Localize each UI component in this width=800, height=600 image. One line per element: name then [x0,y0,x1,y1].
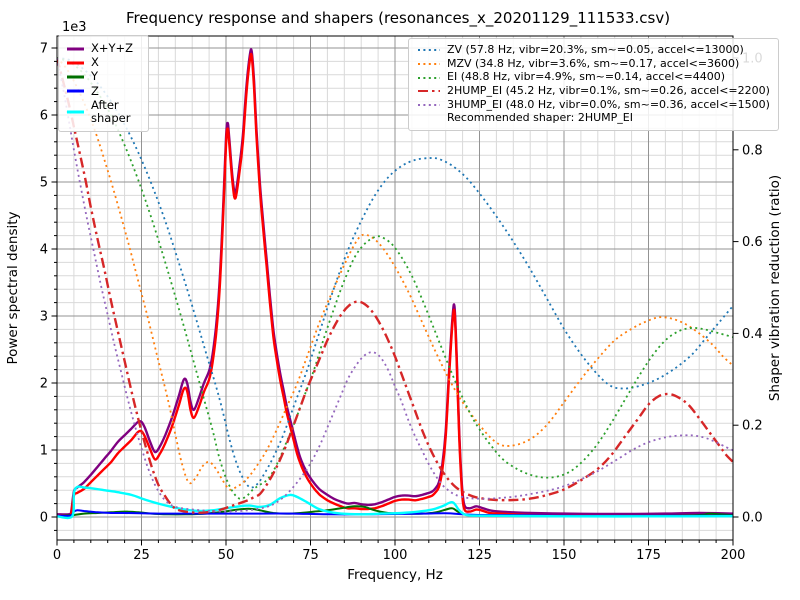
series-EI [57,57,733,500]
x-tick-label: 175 [636,548,661,563]
legend-line-sample [67,47,84,51]
legend-line-sample [418,62,440,65]
x-tick-label: 150 [552,548,577,563]
series-ZV [57,57,733,489]
legend-item: 3HUMP_EI (48.0 Hz, vibr=0.0%, sm~=0.36, … [417,97,770,112]
legend-item: X [66,55,141,70]
legend-item: MZV (34.8 Hz, vibr=3.6%, sm~=0.17, accel… [417,56,770,71]
legend-item: Recommended shaper: 2HUMP_EI [417,112,770,125]
legend-label: EI (48.8 Hz, vibr=4.9%, sm~=0.14, accel<… [447,70,725,84]
y-left-tick-label: 1 [40,444,48,459]
legend-line-sample [418,90,440,93]
y-left-axis-label: Power spectral density [5,211,21,364]
series-3HUMP_EI [57,57,733,513]
x-tick-label: 125 [467,548,492,563]
x-axis-label: Frequency, Hz [347,567,443,583]
legend-label: 3HUMP_EI (48.0 Hz, vibr=0.0%, sm~=0.36, … [447,97,770,111]
y-left-tick-label: 7 [40,42,48,57]
x-tick-label: 0 [53,548,61,563]
legend-measured-series: X+Y+Z X Y Z After shaper [58,35,149,133]
legend-label: MZV (34.8 Hz, vibr=3.6%, sm~=0.17, accel… [447,56,740,70]
x-tick-label: 200 [721,548,746,563]
y-right-tick-label: 0.6 [742,235,763,250]
y-right-tick-label: 0.8 [742,143,763,158]
y-left-tick-label: 5 [40,176,48,191]
y-right-tick-label: 0.4 [742,327,763,342]
legend-line-sample [418,103,440,106]
y-right-tick-label: 0.2 [742,419,763,434]
legend-item: Y [66,70,141,83]
y-left-tick-label: 3 [40,310,48,325]
legend-label: Recommended shaper: 2HUMP_EI [447,111,633,125]
legend-item: EI (48.8 Hz, vibr=4.9%, sm~=0.14, accel<… [417,71,770,84]
y-right-axis-label: Shaper vibration reduction (ratio) [767,175,783,401]
series-After-shaper [57,485,733,520]
y-axis-offset-text: 1e3 [62,20,87,35]
legend-label: Z [91,83,99,98]
series-X [57,52,733,518]
legend-line-sample [67,61,84,65]
legend-item: After shaper [66,97,141,126]
chart-title: Frequency response and shapers (resonanc… [126,9,670,28]
legend-line-sample [67,75,84,79]
y-left-tick-label: 2 [40,377,48,392]
x-tick-label: 100 [383,548,408,563]
x-tick-label: 25 [133,548,150,563]
legend-item: ZV (57.8 Hz, vibr=20.3%, sm~=0.05, accel… [417,43,770,57]
legend-line-sample [418,49,440,52]
legend-label: Y [91,69,99,84]
y-left-tick-label: 6 [40,109,48,124]
x-tick-label: 50 [218,548,235,563]
legend-label: X+Y+Z [91,41,134,55]
y-left-tick-label: 4 [40,243,48,258]
legend-item: 2HUMP_EI (45.2 Hz, vibr=0.1%, sm~=0.26, … [417,83,770,98]
legend-line-sample [417,114,441,124]
legend-label: 2HUMP_EI (45.2 Hz, vibr=0.1%, sm~=0.26, … [447,83,770,97]
x-tick-label: 75 [302,548,319,563]
legend-line-sample [67,110,84,114]
series-2HUMP_EI [57,57,733,514]
legend-label: X [91,55,99,70]
legend-item: X+Y+Z [66,41,141,55]
y-right-tick-label: 0.0 [742,511,763,526]
legend-label: ZV (57.8 Hz, vibr=20.3%, sm~=0.05, accel… [447,43,744,56]
legend-line-sample [67,89,84,93]
y-left-tick-label: 0 [40,511,48,526]
legend-line-sample [418,76,440,79]
legend-shapers: ZV (57.8 Hz, vibr=20.3%, sm~=0.05, accel… [408,38,779,131]
legend-label: After shaper [91,97,131,126]
series-X+Y+Z [57,48,733,516]
legend-item: Z [66,83,141,98]
